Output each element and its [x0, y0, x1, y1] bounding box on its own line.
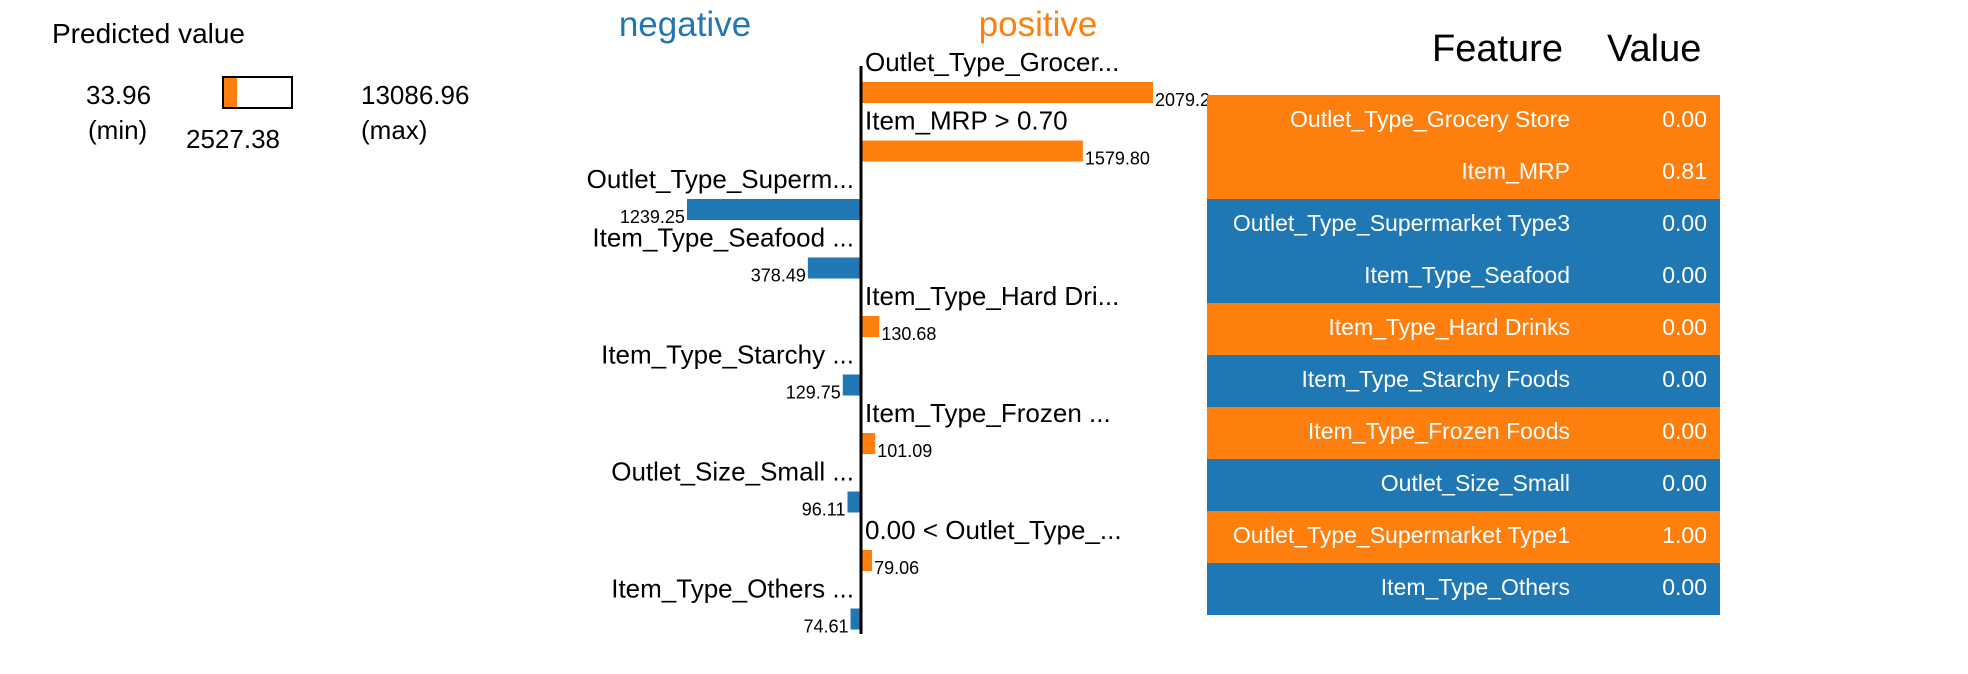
predicted-value-bar	[222, 76, 293, 109]
table-row: Item_Type_Hard Drinks 0.00	[1207, 303, 1720, 355]
table-cell-feature: Item_Type_Frozen Foods	[1307, 418, 1570, 444]
table-cell-feature: Item_Type_Others	[1380, 574, 1570, 600]
predicted-min-value: 33.96	[86, 80, 152, 110]
table-cell-value: 0.00	[1662, 314, 1707, 340]
bars-layer: Outlet_Type_Grocer... 2079.2 Item_MRP > 0.…	[587, 47, 1210, 637]
bar-value-label: 129.75	[786, 383, 841, 403]
table-row: Outlet_Size_Small 0.00	[1207, 459, 1720, 511]
contribution-bar	[861, 433, 876, 454]
table-header-feature: Feature	[1432, 28, 1563, 70]
bar-value-label: 378.49	[751, 266, 806, 286]
predicted-min-label: (min)	[88, 115, 148, 145]
feature-value-table: Feature Value Outlet_Type_Grocery Store 0…	[1207, 0, 1727, 620]
table-cell-value: 0.00	[1662, 418, 1707, 444]
table-cell-value: 0.00	[1662, 366, 1707, 392]
table-cell-feature: Outlet_Type_Supermarket Type3	[1232, 210, 1570, 236]
table-row: Item_Type_Others 0.00	[1207, 563, 1720, 615]
bar-value-label: 101.09	[877, 441, 932, 461]
contribution-bar	[861, 82, 1153, 103]
table-cell-feature: Item_Type_Hard Drinks	[1328, 314, 1570, 340]
legend-positive: positive	[979, 5, 1098, 44]
contribution-bar	[847, 491, 861, 513]
table-cell-value: 0.00	[1662, 470, 1707, 496]
contribution-bar	[686, 199, 861, 220]
contribution-bar	[861, 140, 1083, 162]
table-cell-value: 1.00	[1662, 522, 1707, 548]
bar-value-label: 2079.2	[1155, 90, 1210, 110]
table-cell-feature: Outlet_Size_Small	[1380, 470, 1570, 496]
table-row: Item_Type_Starchy Foods 0.00	[1207, 355, 1720, 407]
table-cell-feature: Item_MRP	[1461, 158, 1570, 184]
bar-label: Outlet_Type_Superm...	[587, 164, 854, 194]
predicted-max-label: (max)	[361, 115, 428, 145]
table-cell-value: 0.00	[1662, 210, 1707, 236]
bar-value-label: 79.06	[874, 558, 919, 578]
table-row: Item_Type_Seafood 0.00	[1207, 251, 1720, 303]
table-header-value: Value	[1607, 28, 1702, 70]
bar-value-label: 96.11	[802, 500, 846, 520]
bar-label: Item_Type_Starchy ...	[601, 340, 854, 370]
bar-label: Item_Type_Others ...	[611, 574, 854, 604]
bar-value-label: 74.61	[803, 617, 848, 637]
contribution-bar	[807, 257, 861, 279]
table-cell-feature: Outlet_Type_Grocery Store	[1290, 106, 1570, 132]
table-cell-value: 0.00	[1662, 574, 1707, 600]
predicted-max-value: 13086.96	[361, 80, 470, 110]
table-cell-value: 0.00	[1662, 262, 1707, 288]
bar-label: 0.00 < Outlet_Type_...	[865, 515, 1122, 545]
contribution-bar	[842, 374, 861, 396]
legend-negative: negative	[619, 5, 751, 44]
table-row: Item_MRP 0.81	[1207, 147, 1720, 199]
contribution-bar	[861, 316, 880, 337]
table-cell-feature: Item_Type_Seafood	[1364, 262, 1570, 288]
table-row: Outlet_Type_Supermarket Type1 1.00	[1207, 511, 1720, 563]
table-cell-value: 0.81	[1662, 158, 1707, 184]
table-row: Item_Type_Frozen Foods 0.00	[1207, 407, 1720, 459]
table-cell-value: 0.00	[1662, 106, 1707, 132]
predicted-value-bar-fill	[224, 78, 237, 107]
bar-label: Outlet_Size_Small ...	[611, 457, 854, 487]
table-row: Outlet_Type_Supermarket Type3 0.00	[1207, 199, 1720, 251]
predicted-value-title: Predicted value	[52, 18, 246, 49]
bar-label: Item_Type_Frozen ...	[865, 398, 1111, 428]
bar-label: Item_Type_Hard Dri...	[865, 281, 1119, 311]
table-cell-feature: Outlet_Type_Supermarket Type1	[1232, 522, 1570, 548]
table-cell-feature: Item_Type_Starchy Foods	[1301, 366, 1570, 392]
bar-label: Item_Type_Seafood ...	[592, 223, 854, 253]
contribution-chart: negative positive Outlet_Type_Grocer... 2…	[587, 5, 1210, 637]
bar-label: Outlet_Type_Grocer...	[865, 47, 1119, 77]
predicted-value: 2527.38	[186, 124, 280, 154]
predicted-value-panel: Predicted value 33.96 (min) 2527.38 1308…	[0, 0, 500, 160]
table-row: Outlet_Type_Grocery Store 0.00	[1207, 95, 1720, 147]
bar-label: Item_MRP > 0.70	[865, 106, 1068, 136]
contribution-bar	[861, 550, 873, 571]
bar-value-label: 1239.25	[620, 207, 685, 227]
bar-value-label: 130.68	[881, 324, 936, 344]
contribution-bar	[850, 608, 861, 630]
bar-value-label: 1579.80	[1085, 149, 1150, 169]
